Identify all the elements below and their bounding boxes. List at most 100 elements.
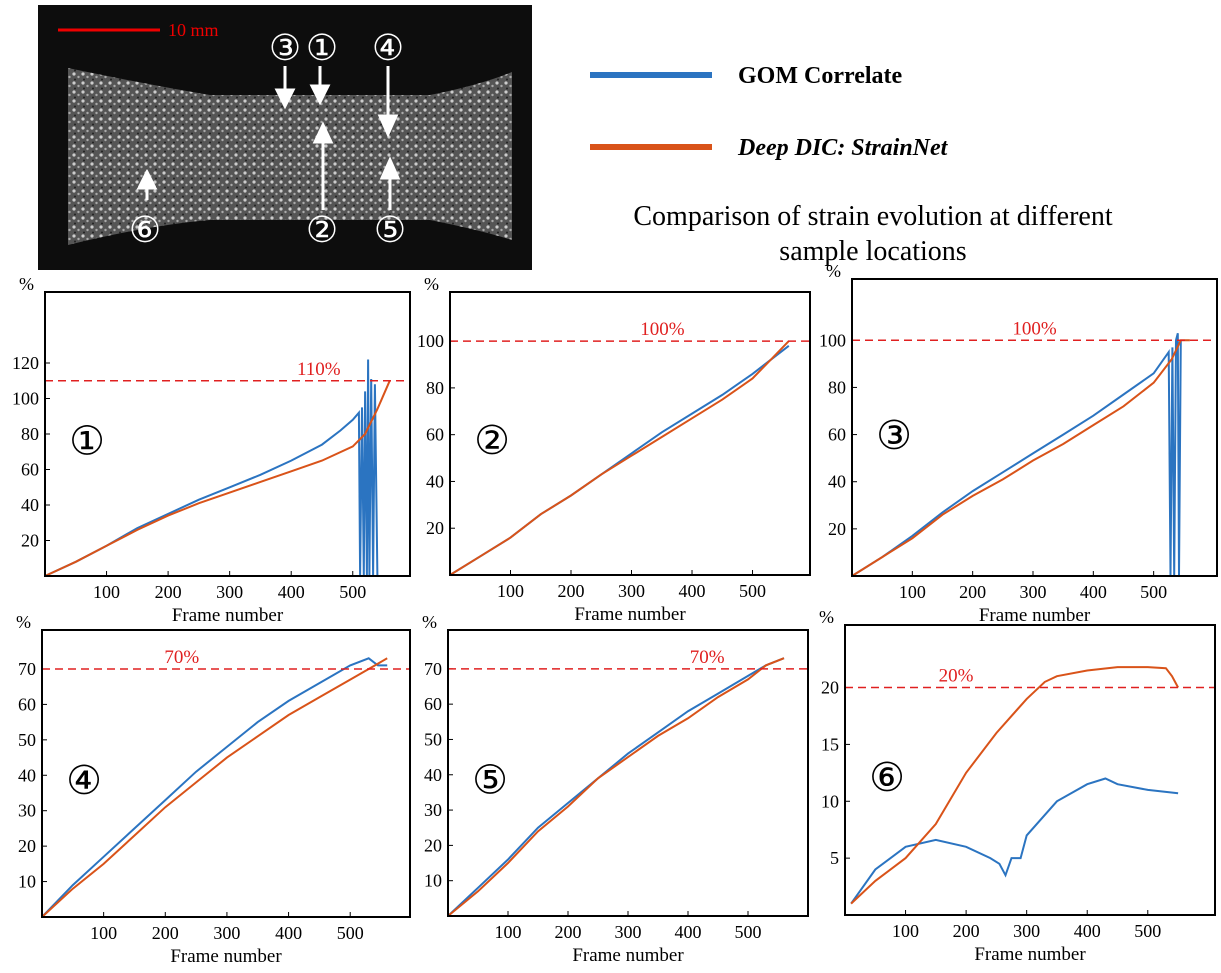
x-tick-label: 500 (337, 923, 364, 943)
y-axis-label: % (19, 274, 34, 294)
legend: GOM Correlate Deep DIC: StrainNet (590, 63, 949, 161)
y-tick-label: 20 (18, 836, 36, 856)
x-tick-label: 300 (213, 923, 240, 943)
y-tick-label: 20 (426, 518, 444, 538)
y-tick-label: 15 (821, 734, 839, 754)
y-axis-label: % (826, 261, 841, 281)
y-tick-label: 80 (426, 378, 444, 398)
x-tick-label: 200 (152, 923, 179, 943)
y-tick-label: 5 (830, 848, 839, 868)
marker-label: ④ (372, 28, 404, 68)
y-tick-label: 20 (21, 531, 39, 551)
x-tick-label: 500 (1134, 921, 1161, 941)
y-tick-label: 10 (821, 791, 839, 811)
x-tick-label: 500 (735, 922, 762, 942)
threshold-label: 70% (690, 647, 725, 668)
x-tick-label: 400 (1074, 921, 1101, 941)
data-line (850, 777, 1179, 905)
chart-panel: % 20 40 60 80 100 100 200 300 400 500 Frame number 1… (417, 274, 811, 625)
figure-title: Comparison of strain evolution at differ… (633, 201, 1112, 232)
y-tick-label: 10 (18, 872, 36, 892)
chart-panel: % 20 40 60 80 100 100 200 300 400 500 Frame number 1… (819, 261, 1218, 626)
location-label: ⑤ (472, 758, 508, 803)
data-line (851, 339, 1190, 577)
marker-label: ⑥ (129, 210, 161, 250)
arrow-head (274, 88, 296, 110)
scale-bar-label: 10 mm (168, 20, 219, 40)
x-tick-label: 500 (339, 582, 366, 602)
y-tick-label: 20 (424, 835, 442, 855)
y-axis-label: % (424, 274, 439, 294)
x-axis-label: Frame number (170, 946, 282, 967)
plot-frame (449, 291, 811, 576)
legend-label: Deep DIC: StrainNet (737, 135, 949, 161)
threshold-label: 100% (640, 319, 685, 340)
arrow-head (136, 168, 158, 190)
y-tick-label: 70 (18, 659, 36, 679)
y-tick-label: 120 (12, 353, 39, 373)
y-tick-label: 100 (417, 331, 444, 351)
chart-panel: % 10 20 30 40 50 60 70 100 200 300 400 500 Frame numb… (16, 612, 411, 967)
y-tick-label: 40 (21, 495, 39, 515)
threshold-label: 20% (939, 666, 974, 687)
plot-frame (844, 624, 1216, 916)
x-tick-label: 400 (275, 923, 302, 943)
data-line (41, 657, 388, 918)
x-tick-label: 500 (1140, 582, 1167, 602)
x-tick-label: 200 (155, 582, 182, 602)
data-line (44, 380, 391, 577)
y-tick-label: 30 (424, 800, 442, 820)
data-line (850, 666, 1179, 905)
chart-panel: % 5 10 15 20 100 200 300 400 500 Frame number 20% ⑥ (819, 607, 1216, 965)
y-tick-label: 70 (424, 659, 442, 679)
plot-frame (41, 629, 411, 918)
x-axis-label: Frame number (572, 945, 684, 966)
threshold-label: 100% (1012, 318, 1057, 339)
arrow-head (377, 114, 399, 138)
y-tick-label: 100 (12, 389, 39, 409)
x-tick-label: 100 (495, 922, 522, 942)
y-axis-label: % (819, 607, 834, 627)
specimen (68, 68, 512, 245)
threshold-label: 70% (164, 647, 199, 668)
y-tick-label: 60 (828, 425, 846, 445)
y-axis-label: % (16, 612, 31, 632)
data-line (41, 657, 388, 918)
figure-title: sample locations (779, 236, 966, 267)
x-tick-label: 100 (90, 923, 117, 943)
x-tick-label: 500 (739, 581, 766, 601)
x-tick-label: 300 (1013, 921, 1040, 941)
plot-frame (447, 629, 809, 917)
location-label: ⑥ (869, 755, 905, 800)
x-axis-label: Frame number (574, 604, 686, 625)
marker-label: ① (306, 28, 338, 68)
y-tick-label: 40 (18, 765, 36, 785)
data-line (44, 359, 379, 577)
data-line (851, 332, 1182, 577)
y-tick-label: 50 (424, 729, 442, 749)
arrow-head (379, 156, 401, 180)
y-tick-label: 80 (828, 377, 846, 397)
x-tick-label: 300 (1019, 582, 1046, 602)
chart-panel: % 10 20 30 40 50 60 70 100 200 300 400 500 Frame numb… (422, 612, 809, 966)
x-tick-label: 200 (953, 921, 980, 941)
plot-frame (44, 291, 411, 577)
location-label: ④ (66, 758, 102, 803)
x-tick-label: 200 (959, 582, 986, 602)
x-tick-label: 400 (1080, 582, 1107, 602)
chart-panel: % 20 40 60 80 100 120 100 200 300 400 500 Frame numb… (12, 274, 411, 626)
y-tick-label: 20 (821, 678, 839, 698)
x-axis-label: Frame number (172, 605, 284, 626)
y-axis-label: % (422, 612, 437, 632)
specimen-image: 10 mm ③ ① ④ ② ⑤ ⑥ (38, 5, 532, 270)
marker-label: ② (306, 210, 338, 250)
marker-label: ③ (269, 28, 301, 68)
y-tick-label: 50 (18, 730, 36, 750)
y-tick-label: 60 (426, 425, 444, 445)
arrow-head (312, 121, 334, 144)
location-label: ② (474, 418, 510, 463)
location-label: ③ (876, 413, 912, 458)
y-tick-label: 40 (424, 765, 442, 785)
y-tick-label: 30 (18, 801, 36, 821)
